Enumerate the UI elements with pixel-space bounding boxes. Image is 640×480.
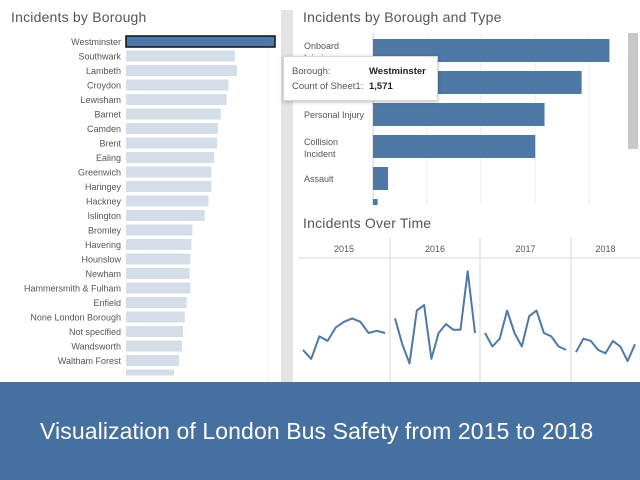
borough-bar: [126, 79, 229, 91]
type-label: Collision Incident: [304, 137, 338, 159]
borough-bar: [126, 369, 174, 376]
series-line: [484, 309, 567, 351]
year-label: 2016: [425, 244, 445, 254]
time-line-chart[interactable]: 2015 2016 2017 2018: [298, 238, 640, 382]
borough-label: Lewisham: [80, 95, 121, 105]
borough-bar: [126, 166, 212, 178]
type-bar: [373, 135, 536, 158]
year-label: 2017: [515, 244, 535, 254]
borough-label: Greenwich: [78, 168, 121, 178]
type-bar: [373, 167, 389, 190]
tooltip: Borough: Westminster Count of Sheet1: 1,57…: [283, 56, 438, 101]
borough-bar: [126, 152, 215, 163]
borough-bar: [126, 195, 209, 207]
borough-label: Islington: [87, 211, 121, 221]
tooltip-count-value: 1,571: [369, 81, 393, 92]
tooltip-count-label: Count of Sheet1:: [292, 81, 364, 92]
type-label: Assault: [304, 174, 334, 184]
year-label: 2018: [595, 244, 615, 254]
series-line: [575, 337, 636, 363]
panel-scrollbar[interactable]: [281, 10, 293, 382]
tooltip-count-row: Count of Sheet1: 1,571: [292, 81, 393, 92]
type-bar: [373, 103, 545, 126]
borough-bar: [126, 108, 221, 120]
borough-label: None London Borough: [30, 313, 121, 323]
type-bar: [373, 199, 378, 205]
borough-bar: [125, 35, 276, 48]
borough-label: Camden: [87, 124, 121, 134]
borough-label: Havering: [85, 240, 121, 250]
borough-label: Haringey: [85, 182, 122, 192]
borough-bar: [126, 326, 183, 337]
borough-label: Hounslow: [81, 255, 121, 265]
borough-label: Barnet: [94, 110, 121, 120]
borough-label: Brent: [99, 139, 121, 149]
caption-banner: Visualization of London Bus Safety from …: [0, 382, 640, 480]
borough-bar: [126, 137, 218, 149]
borough-bar: [126, 181, 212, 192]
borough-label: Waltham Forest: [58, 356, 122, 366]
borough-bar: [126, 239, 192, 250]
borough-label: Hackney: [86, 197, 122, 207]
type-chart-scrollbar[interactable]: [628, 33, 638, 149]
borough-bar-chart[interactable]: Westminster Southwark Lambeth Croydon Lewish…: [0, 32, 282, 382]
type-label-line: Onboard: [304, 41, 339, 51]
borough-label: Not specified: [69, 327, 121, 337]
borough-bar: [126, 224, 193, 236]
dashboard: Incidents by Borough Westminster Southwar…: [0, 9, 640, 382]
tooltip-borough-label: Borough:: [292, 66, 331, 77]
series-line: [394, 270, 476, 365]
borough-label: Bromley: [88, 226, 122, 236]
borough-bar: [126, 253, 191, 265]
caption-text: Visualization of London Bus Safety from …: [40, 417, 594, 444]
borough-label: Newham: [85, 269, 121, 279]
borough-bar: [126, 282, 191, 294]
borough-label: Lambeth: [86, 66, 121, 76]
borough-label: Hammersmith & Fulham: [24, 284, 121, 294]
series-line: [302, 317, 386, 360]
borough-bar: [126, 355, 180, 366]
type-label-line: Collision: [304, 137, 338, 147]
borough-bar: [126, 268, 190, 279]
borough-bar: [126, 311, 185, 323]
borough-panel-title: Incidents by Borough: [11, 9, 147, 25]
type-label-line: Assault: [304, 174, 334, 184]
borough-bar: [126, 123, 218, 134]
type-label-line: Personal Injury: [304, 110, 365, 120]
year-label: 2015: [334, 244, 354, 254]
borough-label: Ealing: [96, 153, 121, 163]
borough-label: Croydon: [87, 81, 121, 91]
tooltip-borough-row: Borough: Westminster: [292, 66, 426, 77]
borough-bar: [126, 210, 205, 221]
type-panel-title: Incidents by Borough and Type: [303, 9, 502, 25]
borough-label: Enfield: [93, 298, 121, 308]
type-label-line: Incident: [304, 149, 336, 159]
borough-bar: [126, 65, 237, 76]
time-panel-title: Incidents Over Time: [303, 215, 432, 231]
borough-bar: [126, 94, 227, 105]
borough-label: Westminster: [71, 37, 121, 47]
borough-label: Southwark: [78, 52, 121, 62]
borough-bar: [126, 50, 236, 62]
borough-bar: [126, 340, 182, 352]
type-label: Personal Injury: [304, 110, 365, 120]
borough-bar: [126, 297, 187, 308]
borough-label: Wandsworth: [71, 342, 121, 352]
tooltip-borough-value: Westminster: [369, 66, 426, 77]
